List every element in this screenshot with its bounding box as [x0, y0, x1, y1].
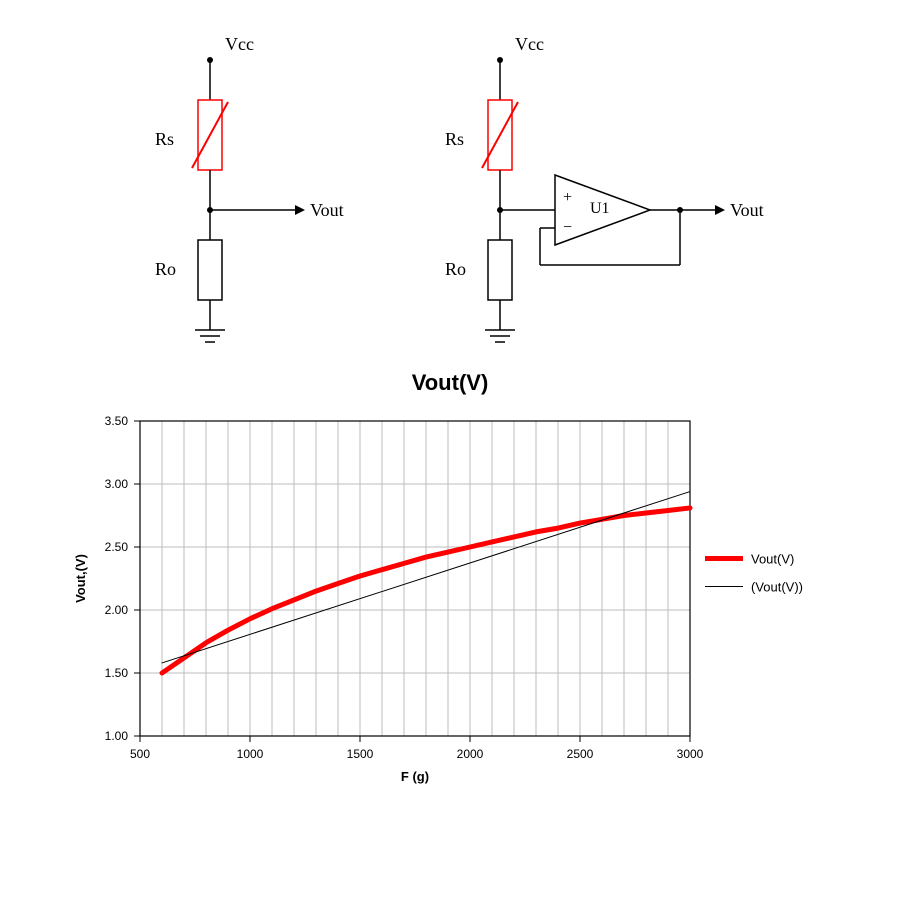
- svg-text:Ro: Ro: [155, 259, 176, 279]
- svg-text:3000: 3000: [677, 747, 704, 761]
- svg-text:3.50: 3.50: [105, 414, 129, 428]
- svg-text:Vout: Vout: [310, 200, 344, 220]
- svg-text:2.50: 2.50: [105, 540, 129, 554]
- svg-text:Rs: Rs: [445, 129, 464, 149]
- svg-text:3.00: 3.00: [105, 477, 129, 491]
- svg-text:Rs: Rs: [155, 129, 174, 149]
- svg-text:+: +: [563, 189, 572, 206]
- vout-chart: 500 1000 1500 2000 2500 3000 1.00 1.50 2.00 2.50 3…: [0, 396, 900, 796]
- circuit-buffer: Vcc Rs Ro + − U1 Vout: [445, 34, 764, 342]
- svg-text:500: 500: [130, 747, 150, 761]
- svg-text:Vout(V): Vout(V): [751, 552, 794, 567]
- svg-text:F (g): F (g): [401, 769, 429, 784]
- svg-text:U1: U1: [590, 200, 610, 217]
- svg-text:1.50: 1.50: [105, 666, 129, 680]
- svg-text:Vout: Vout: [730, 200, 764, 220]
- svg-text:Ro: Ro: [445, 259, 466, 279]
- svg-text:2000: 2000: [457, 747, 484, 761]
- svg-text:Vcc: Vcc: [515, 34, 544, 54]
- svg-text:(Vout(V)): (Vout(V)): [751, 580, 803, 595]
- svg-text:2.00: 2.00: [105, 603, 129, 617]
- svg-text:−: −: [563, 219, 572, 236]
- svg-text:1500: 1500: [347, 747, 374, 761]
- svg-text:1.00: 1.00: [105, 729, 129, 743]
- svg-text:Vout,(V): Vout,(V): [73, 554, 88, 603]
- circuit-divider: Vcc Rs Ro Vout: [155, 34, 344, 342]
- svg-text:2500: 2500: [567, 747, 594, 761]
- chart-legend: Vout(V) (Vout(V)): [705, 552, 803, 595]
- svg-text:1000: 1000: [237, 747, 264, 761]
- circuit-diagrams: Vcc Rs Ro Vout Vcc Rs Ro + − U1 Vout: [0, 0, 900, 360]
- chart-title: Vout(V): [0, 370, 900, 396]
- svg-text:Vcc: Vcc: [225, 34, 254, 54]
